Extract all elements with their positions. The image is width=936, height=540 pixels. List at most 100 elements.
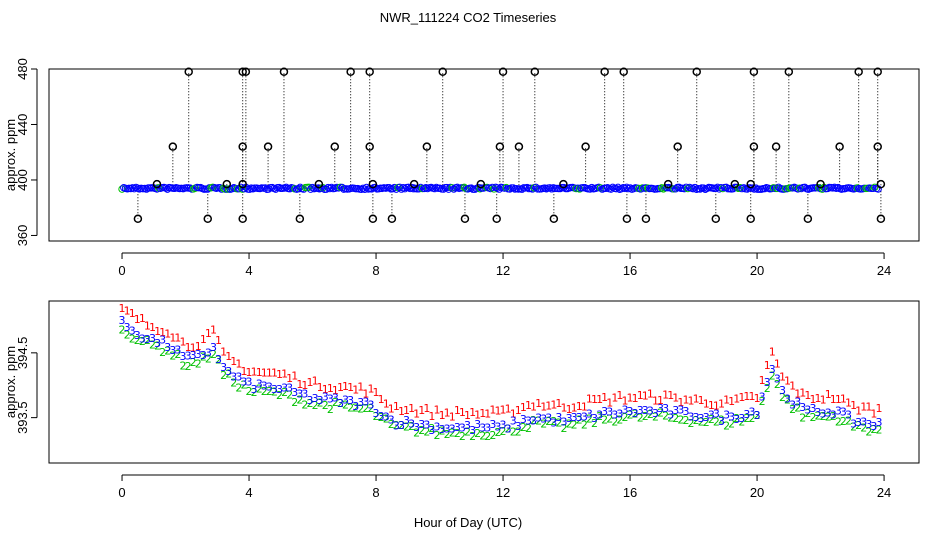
series-1-point: 1 xyxy=(799,386,806,399)
series-1-point: 1 xyxy=(794,387,801,400)
series-3-point: 3 xyxy=(144,333,151,346)
series-2-point: 2 xyxy=(159,346,166,359)
series-2-point: 2 xyxy=(251,386,258,399)
x-tick-label: 24 xyxy=(877,485,891,500)
series-2-point: 2 xyxy=(703,416,710,429)
series-3-point: 3 xyxy=(682,405,689,418)
outlier-point xyxy=(476,179,486,189)
series-2-point: 2 xyxy=(545,415,552,428)
series-1-point: 1 xyxy=(154,325,161,338)
data-marks-bottom: 1111111111111111111111111111111111111111… xyxy=(119,302,883,443)
series-1-point: 1 xyxy=(591,393,598,406)
series-1-point: 1 xyxy=(688,394,695,407)
outlier-point xyxy=(600,67,609,77)
series-2-point: 2 xyxy=(327,403,334,416)
baseline-point xyxy=(871,183,879,192)
series-3-point: 3 xyxy=(256,378,263,391)
series-3-point: 3 xyxy=(672,404,679,417)
series-2-point: 2 xyxy=(357,402,364,415)
series-2-point: 2 xyxy=(190,356,197,369)
outlier-point xyxy=(581,142,590,151)
series-3-point: 3 xyxy=(738,412,745,425)
series-2-point: 2 xyxy=(119,324,126,337)
series-1-point: 1 xyxy=(672,391,679,404)
outlier-point xyxy=(133,214,143,224)
series-2-point: 2 xyxy=(337,397,344,410)
series-3-point: 3 xyxy=(769,363,776,376)
series-3-point: 3 xyxy=(774,372,781,385)
series-1-point: 1 xyxy=(581,401,588,414)
series-2-point: 2 xyxy=(621,411,628,424)
series-1-point: 1 xyxy=(373,386,380,399)
series-3-point: 3 xyxy=(535,411,542,424)
series-3-point: 3 xyxy=(825,406,832,419)
baseline-point xyxy=(439,185,448,193)
baseline-point xyxy=(401,184,409,193)
series-3-point: 3 xyxy=(230,370,237,383)
series-1-point: 1 xyxy=(332,384,339,397)
series-2-point: 2 xyxy=(296,393,303,406)
outlier-point xyxy=(835,142,844,151)
series-1-point: 1 xyxy=(835,393,842,406)
series-3-point: 3 xyxy=(804,404,811,417)
series-3-point: 3 xyxy=(571,411,578,424)
series-1-point: 1 xyxy=(657,394,664,407)
series-3-point: 3 xyxy=(388,414,395,427)
y-axis-top: 360 400 440 480 xyxy=(15,58,38,246)
baseline-point xyxy=(547,185,556,193)
baseline-point xyxy=(389,184,397,193)
series-2-point: 2 xyxy=(312,399,319,412)
series-1-point: 1 xyxy=(845,397,852,410)
series-1-point: 1 xyxy=(383,398,390,411)
baseline-point xyxy=(326,184,334,193)
series-1-point: 1 xyxy=(530,401,537,414)
outlier-point xyxy=(749,142,759,151)
outlier-point xyxy=(641,214,651,224)
series-3-point: 3 xyxy=(307,394,314,407)
series-1-point: 1 xyxy=(616,389,623,402)
x-tick-label: 12 xyxy=(496,485,510,500)
baseline-point xyxy=(296,183,304,192)
series-3-point: 3 xyxy=(251,383,258,396)
series-3-point: 3 xyxy=(616,407,623,420)
series-2-point: 2 xyxy=(667,412,674,425)
outlier-point xyxy=(876,179,886,189)
outlier-point xyxy=(438,67,447,77)
series-1-point: 1 xyxy=(489,404,496,417)
series-1-point: 1 xyxy=(611,392,618,405)
series-1-point: 1 xyxy=(505,403,512,416)
series-1-point: 1 xyxy=(875,402,882,415)
series-1-point: 1 xyxy=(179,335,186,348)
outlier-point xyxy=(184,67,193,77)
outlier-point xyxy=(330,142,340,151)
series-3-point: 3 xyxy=(454,421,461,434)
baseline-point xyxy=(609,183,617,192)
series-1-point: 1 xyxy=(550,398,557,411)
series-1-point: 1 xyxy=(520,401,527,414)
series-1-point: 1 xyxy=(586,393,593,406)
baseline-point xyxy=(357,185,365,193)
series-1-point: 1 xyxy=(149,321,156,334)
series-1-point: 1 xyxy=(261,366,268,379)
series-2-point: 2 xyxy=(124,328,131,341)
series-2-point: 2 xyxy=(515,425,522,438)
series-3-point: 3 xyxy=(799,401,806,414)
series-3-point: 3 xyxy=(865,418,872,431)
series-2-point: 2 xyxy=(474,427,481,440)
x-tick-label: 8 xyxy=(372,485,379,500)
series-2-point: 2 xyxy=(616,413,623,426)
series-3-point: 3 xyxy=(510,415,517,428)
series-3-point: 3 xyxy=(657,402,664,415)
series-2-point: 2 xyxy=(174,348,181,361)
series-3-point: 3 xyxy=(591,412,598,425)
series-1-point: 1 xyxy=(667,389,674,402)
series-2-point: 2 xyxy=(606,412,613,425)
series-2-point: 2 xyxy=(738,415,745,428)
series-1-point: 1 xyxy=(545,400,552,413)
outlier-point xyxy=(492,214,501,224)
series-3-point: 3 xyxy=(179,350,186,363)
series-3-point: 3 xyxy=(855,416,862,429)
x-tick-label: 24 xyxy=(877,263,891,278)
series-1-point: 1 xyxy=(759,374,766,387)
series-3-point: 3 xyxy=(322,390,329,403)
